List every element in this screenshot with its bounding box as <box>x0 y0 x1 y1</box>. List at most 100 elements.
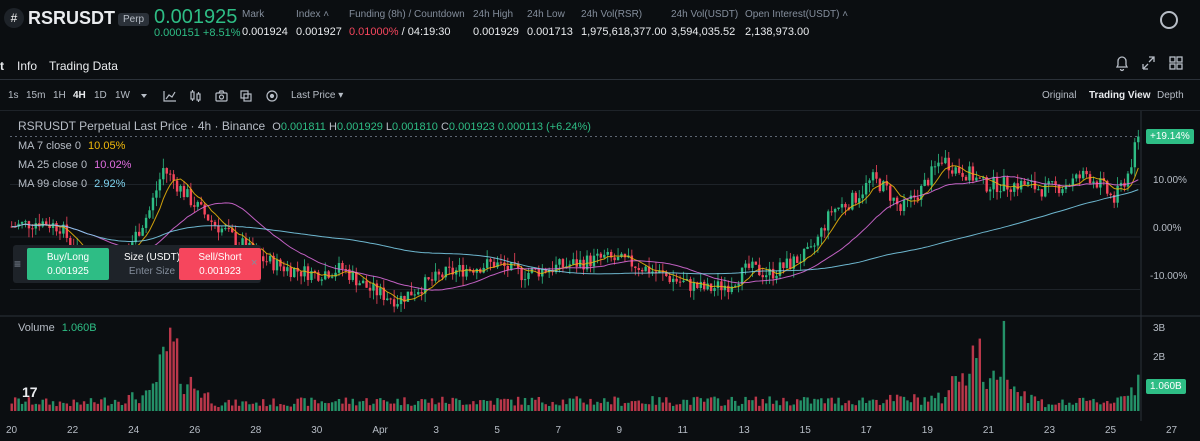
volume-bar <box>913 394 916 411</box>
divider <box>0 110 1200 111</box>
candle-body <box>837 207 840 209</box>
volume-bar <box>103 397 106 411</box>
candle-body <box>716 281 720 289</box>
drag-handle-icon[interactable]: ≡ <box>14 257 22 271</box>
volume-bar <box>1009 389 1013 411</box>
symbol-name[interactable]: RSRUSDT <box>28 8 116 28</box>
volume-bar <box>889 394 892 411</box>
candle-body <box>668 276 671 283</box>
candle-body <box>1078 174 1081 179</box>
volume-bar <box>761 399 764 411</box>
volume-bar <box>671 405 675 411</box>
interval-15m[interactable]: 15m <box>26 90 46 101</box>
interval-1s[interactable]: 1s <box>8 90 19 101</box>
buy-long-button[interactable]: Buy/Long 0.001925 <box>27 248 109 280</box>
indicator-icon[interactable] <box>163 91 176 102</box>
camera-icon[interactable] <box>215 90 228 102</box>
volume-bar <box>875 399 878 411</box>
view-depth[interactable]: Depth <box>1157 90 1184 101</box>
candle-body <box>730 286 733 293</box>
volume-bar <box>423 399 427 411</box>
stat-index[interactable]: Index ˄ 0.001927 <box>296 9 342 38</box>
tab-info[interactable]: Info <box>17 59 38 73</box>
x-tick-label: 27 <box>1166 425 1178 436</box>
interval-1w[interactable]: 1W <box>115 90 130 101</box>
volume-bar <box>909 402 913 411</box>
interval-4h[interactable]: 4H <box>73 90 86 101</box>
volume-bar <box>472 401 475 411</box>
ma-label: MA 99 close 0 <box>18 178 88 190</box>
volume-bar <box>709 397 713 411</box>
interval-1d[interactable]: 1D <box>94 90 107 101</box>
volume-bar <box>351 398 354 411</box>
candle-body <box>162 168 165 180</box>
ma99-legend[interactable]: MA 99 close 0 2.92% <box>18 178 125 190</box>
volume-bar <box>851 404 854 411</box>
stat-value: 0.001924 <box>242 26 288 38</box>
tab-trading-data[interactable]: Trading Data <box>49 59 118 73</box>
candle-body <box>220 228 224 233</box>
volume-bar <box>665 397 668 411</box>
sell-short-button[interactable]: Sell/Short 0.001923 <box>179 248 261 280</box>
candle-body <box>954 167 957 174</box>
tab-chart[interactable]: t <box>0 59 4 73</box>
x-tick-label: 5 <box>494 425 500 436</box>
chart-title: RSRUSDT Perpetual Last Price · 4h · Bina… <box>18 119 266 133</box>
expand-icon[interactable] <box>1142 56 1155 70</box>
layers-icon[interactable] <box>240 90 252 102</box>
candle-body <box>372 283 375 291</box>
price-type-dropdown[interactable]: Last Price ▾ <box>291 90 344 101</box>
interval-dropdown-icon[interactable] <box>141 94 147 98</box>
volume-legend[interactable]: Volume 1.060B <box>18 322 97 334</box>
volume-bar <box>489 400 492 411</box>
close-icon[interactable]: × <box>251 257 258 269</box>
view-trading-view[interactable]: Trading View <box>1089 90 1151 101</box>
volume-bar <box>303 398 306 411</box>
volume-bar <box>1023 391 1026 411</box>
ohlc-l-label: L <box>385 121 393 133</box>
candle-body <box>444 266 448 278</box>
ma7-legend[interactable]: MA 7 close 0 10.05% <box>18 140 125 152</box>
ticker-header <box>0 0 1200 44</box>
candle-body <box>568 264 572 267</box>
current-change-badge: +19.14% <box>1146 129 1194 144</box>
candle-body <box>1009 189 1013 192</box>
volume-bar <box>355 405 358 411</box>
menu-icon[interactable]: # <box>4 8 24 28</box>
price-chart[interactable]: 20 22 24 26 28 30 Apr 3 5 7 9 11 13 15 17 19 21 23 25 27 <box>0 111 1200 441</box>
ma-value: 10.02% <box>94 159 132 171</box>
target-icon[interactable] <box>266 90 278 102</box>
ohlc-readout: O0.001811 H0.001929 L0.001810 C0.001923 … <box>272 121 591 133</box>
tradingview-logo[interactable]: 17 <box>22 384 38 400</box>
view-original[interactable]: Original <box>1042 90 1077 101</box>
candle-body <box>647 266 651 274</box>
candle-body <box>599 253 603 258</box>
candle-body <box>516 263 520 268</box>
candle-body <box>751 261 754 268</box>
stat-open-interest[interactable]: Open Interest(USDT) ˄ 2,138,973.00 <box>745 9 848 38</box>
volume-bar <box>227 399 230 411</box>
volume-bar <box>930 395 933 411</box>
interval-1h[interactable]: 1H <box>53 90 66 101</box>
ma25-legend[interactable]: MA 25 close 0 10.02% <box>18 159 131 171</box>
volume-bar <box>830 397 833 411</box>
layout-grid-icon[interactable] <box>1169 56 1183 70</box>
volume-bar <box>620 405 623 411</box>
candle-body <box>430 279 434 281</box>
candle-body <box>964 176 968 181</box>
stat-mark: Mark 0.001924 <box>242 9 288 38</box>
candle-body <box>892 197 895 201</box>
candle-type-icon[interactable] <box>190 90 201 102</box>
candle-body <box>858 198 861 203</box>
candle-body <box>802 248 806 262</box>
candle-body <box>689 279 692 291</box>
volume-bar <box>796 399 799 411</box>
candle-body <box>144 217 148 228</box>
volume-bar <box>947 390 951 411</box>
settings-icon[interactable] <box>1160 11 1178 29</box>
bell-icon[interactable] <box>1115 56 1129 72</box>
candle-body <box>589 255 592 267</box>
volume-bar <box>634 401 637 411</box>
volume-bar <box>861 397 864 411</box>
stat-label: 24h Low <box>527 9 565 20</box>
